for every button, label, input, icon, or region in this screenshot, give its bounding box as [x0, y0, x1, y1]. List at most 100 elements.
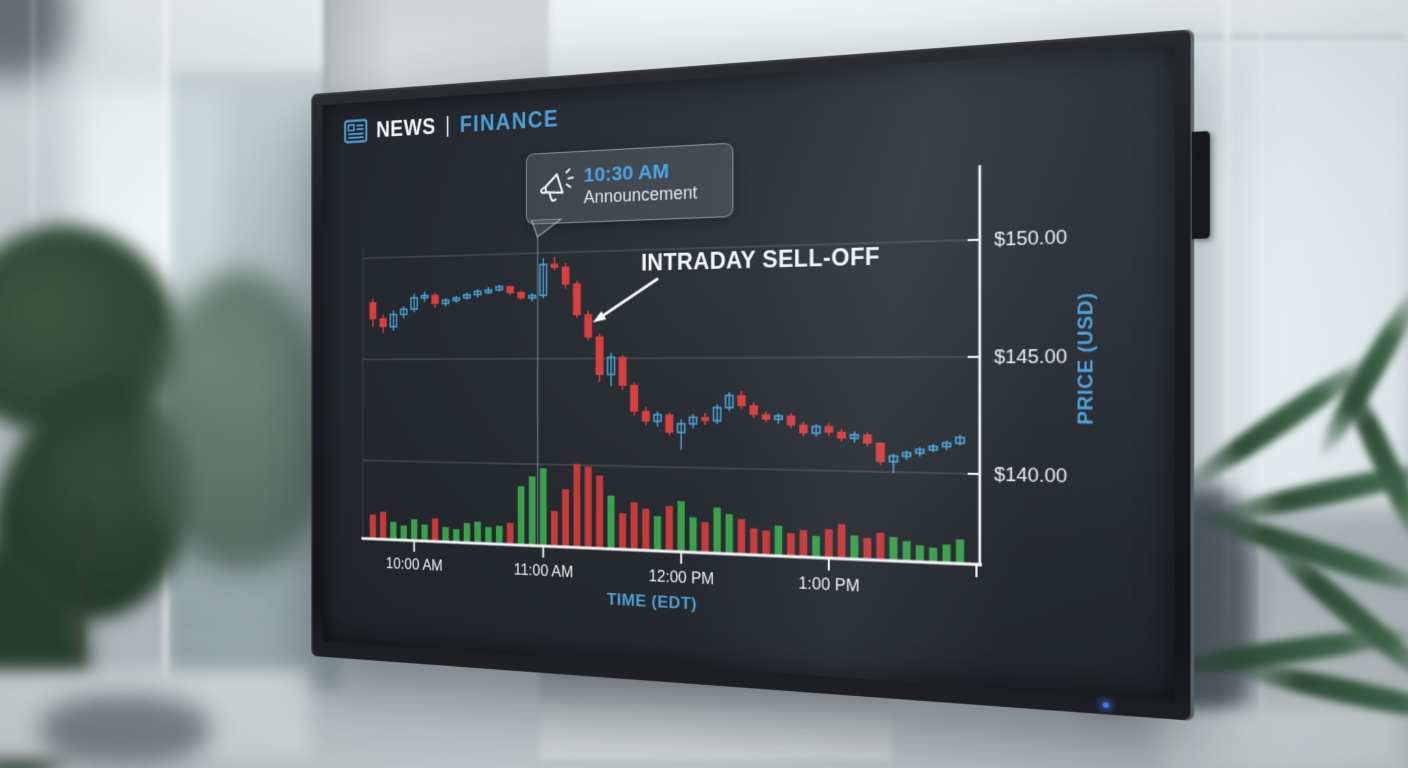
volume-bar — [915, 545, 924, 563]
candle-down — [738, 396, 745, 406]
volume-bar — [431, 518, 439, 542]
volume-bar — [607, 495, 615, 550]
volume-bar — [596, 475, 604, 549]
volume-bar — [702, 522, 709, 554]
volume-bar — [453, 529, 460, 543]
annotation-arrowhead — [592, 310, 607, 323]
volume-bar — [902, 541, 911, 562]
volume-bar — [863, 537, 872, 560]
x-tick-label: 12:00 PM — [649, 567, 715, 588]
candle-down — [631, 385, 638, 411]
side-control-attachment — [1191, 130, 1210, 239]
volume-bar — [653, 516, 662, 552]
furniture-silhouette — [40, 695, 210, 765]
x-axis-title: TIME (EDT) — [607, 591, 697, 614]
volume-bar — [463, 522, 471, 543]
volume-bar — [485, 526, 492, 544]
tv-screen: NEWS | FINANCE $150.00 $145.00 $140.00 10:0… — [322, 45, 1175, 701]
volume-bar — [584, 466, 592, 549]
volume-bar — [539, 468, 547, 547]
volume-bar — [850, 535, 859, 560]
volume-bar — [929, 547, 938, 563]
volume-bar — [762, 530, 770, 556]
volume-bar — [787, 533, 795, 557]
volume-bar — [713, 507, 721, 554]
volume-bar — [774, 525, 783, 557]
candle-down — [507, 286, 514, 292]
volume-bar — [421, 524, 428, 542]
volume-bar — [474, 521, 481, 544]
candle-down — [838, 432, 846, 438]
y-tick-label: $150.00 — [994, 226, 1067, 250]
candle-down — [762, 415, 769, 420]
gridline — [363, 460, 980, 474]
candle-down — [642, 411, 649, 421]
volume-bar — [506, 522, 514, 545]
candle-down — [800, 425, 808, 433]
annotation-arrow — [600, 279, 657, 317]
volume-bar — [380, 511, 387, 540]
volume-bar — [573, 463, 581, 548]
volume-bar — [665, 505, 673, 552]
volume-bar — [737, 518, 746, 555]
candle-down — [619, 357, 626, 385]
announcement-label: Announcement — [583, 182, 698, 208]
candle-down — [551, 264, 558, 267]
volume-bar — [749, 528, 758, 556]
candle-down — [825, 427, 833, 433]
candle-down — [518, 292, 525, 297]
glass-frame-line — [1226, 0, 1229, 748]
candle-down — [380, 319, 386, 327]
glass-frame-line — [1260, 0, 1262, 748]
volume-bar — [619, 513, 627, 550]
selloff-annotation: INTRADAY SELL-OFF — [641, 242, 880, 275]
power-led — [1102, 702, 1109, 709]
volume-bar — [630, 502, 638, 551]
volume-bar — [517, 486, 525, 546]
announcement-callout: 10:30 AM Announcement — [525, 142, 734, 225]
candle-down — [666, 415, 673, 433]
megaphone-icon — [536, 166, 576, 210]
candle-down — [585, 315, 592, 338]
candle-down — [596, 337, 603, 375]
volume-bar — [400, 525, 407, 541]
volume-bar — [562, 489, 569, 548]
plant-behind-glass — [145, 270, 335, 570]
x-tick-label: 10:00 AM — [386, 555, 443, 575]
volume-bar — [824, 529, 833, 559]
candle-down — [432, 295, 438, 303]
volume-bar — [528, 476, 536, 546]
candle-down — [701, 416, 709, 422]
x-tick-label: 1:00 PM — [798, 574, 859, 596]
candle-down — [573, 284, 580, 315]
x-tick-label: 11:00 AM — [514, 561, 574, 581]
candle-down — [750, 406, 757, 415]
volume-bar — [876, 532, 885, 561]
callout-tail — [525, 218, 570, 239]
volume-bar — [442, 526, 449, 543]
gridline — [363, 357, 980, 359]
volume-bar — [390, 521, 397, 540]
volume-bar — [689, 517, 697, 553]
candle-down — [562, 267, 569, 284]
volume-bar — [837, 524, 846, 559]
volume-bar — [725, 514, 733, 555]
tv-bezel: NEWS | FINANCE $150.00 $145.00 $140.00 10:0… — [311, 29, 1210, 721]
candle-down — [863, 435, 871, 443]
volume-bar — [495, 525, 503, 545]
floor — [1160, 710, 1400, 768]
candle-down — [370, 303, 376, 319]
y-tick-label: $145.00 — [994, 346, 1067, 368]
volume-bar — [955, 539, 965, 564]
volume-bar — [799, 529, 808, 558]
volume-bar — [942, 544, 951, 564]
price-chart: $150.00 $145.00 $140.00 10:00 AM 11:00 AM 12:… — [323, 45, 1097, 614]
volume-bar — [551, 510, 558, 547]
volume-bar — [369, 514, 376, 540]
volume-bar — [410, 519, 418, 541]
ceiling-joint-line — [1165, 36, 1405, 38]
volume-bar — [889, 536, 898, 562]
candle-down — [787, 416, 795, 425]
y-tick-label: $140.00 — [994, 464, 1067, 487]
